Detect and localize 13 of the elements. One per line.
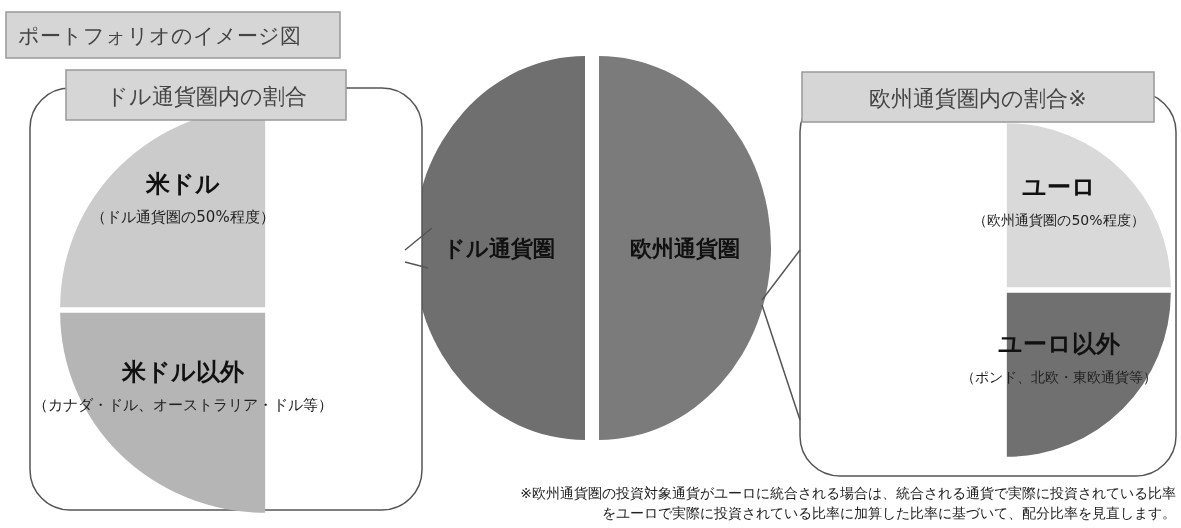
slice-label: ドル通貨圏 <box>443 236 555 261</box>
chart-title: ドル通貨圏内の割合 <box>105 84 307 109</box>
text: ポートフォリオのイメージ図 <box>18 24 301 48</box>
text: （ポンド、北欧・東欧通貨等） <box>961 369 1157 385</box>
text: （ドル通貨圏の50%程度） <box>91 208 275 226</box>
text: （カナダ・ドル、オーストラリア・ドル等） <box>33 396 333 414</box>
text: （欧州通貨圏の50%程度） <box>973 212 1145 228</box>
text: ※欧州通貨圏の投資対象通貨がユーロに統合される場合は、統合される通貨で実際に投資されている比率をユーロで実際に投資されている比率に加算した比率に基づいて、配分比率を見直します。 <box>520 485 1176 521</box>
chart-title: 欧州通貨圏内の割合※ <box>869 86 1087 111</box>
slice-label: 欧州通貨圏 <box>630 236 740 261</box>
slice-label: 米ドル <box>145 170 220 198</box>
slice-label: 米ドル以外 <box>121 358 245 386</box>
slice-label: ユーロ <box>1022 173 1096 201</box>
